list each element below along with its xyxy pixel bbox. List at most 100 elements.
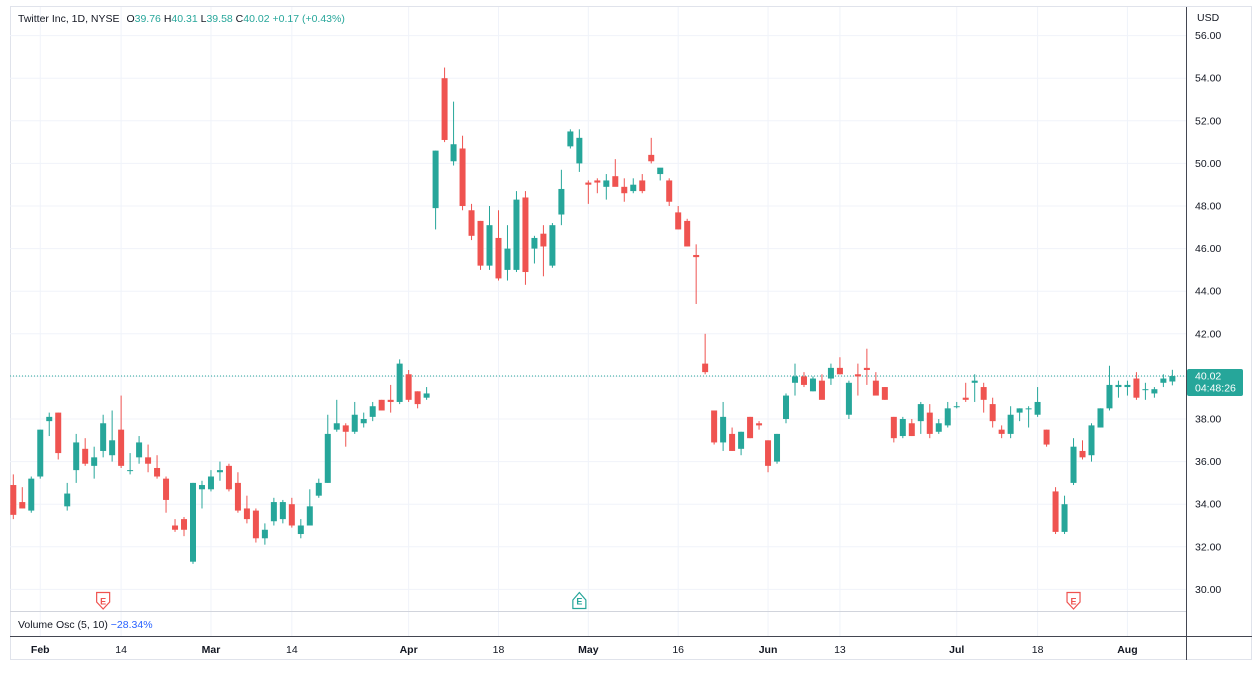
candle-body[interactable] bbox=[1151, 389, 1158, 394]
candle[interactable] bbox=[55, 412, 62, 460]
candle-body[interactable] bbox=[926, 412, 933, 434]
candle[interactable] bbox=[513, 191, 520, 273]
candle[interactable] bbox=[486, 206, 493, 270]
candle-body[interactable] bbox=[1016, 408, 1023, 413]
candle[interactable] bbox=[1124, 380, 1131, 396]
candle[interactable] bbox=[234, 472, 241, 513]
candle[interactable] bbox=[252, 508, 259, 543]
candle[interactable] bbox=[288, 497, 295, 528]
candle-body[interactable] bbox=[989, 404, 996, 422]
candle[interactable] bbox=[306, 489, 313, 526]
candle[interactable] bbox=[522, 191, 529, 285]
candle[interactable] bbox=[747, 416, 754, 439]
candle[interactable] bbox=[127, 453, 134, 475]
candle[interactable] bbox=[594, 178, 601, 194]
candle[interactable] bbox=[405, 370, 412, 402]
candle-body[interactable] bbox=[351, 414, 358, 432]
candle-body[interactable] bbox=[935, 423, 942, 432]
candle[interactable] bbox=[872, 372, 879, 396]
candle-body[interactable] bbox=[73, 442, 80, 471]
candle-body[interactable] bbox=[666, 180, 673, 202]
candle[interactable] bbox=[576, 129, 583, 172]
candle-body[interactable] bbox=[1142, 389, 1149, 391]
candle[interactable] bbox=[297, 519, 304, 539]
candle-body[interactable] bbox=[522, 197, 529, 273]
candle[interactable] bbox=[1151, 387, 1158, 398]
candle[interactable] bbox=[684, 218, 691, 247]
candle-body[interactable] bbox=[890, 416, 897, 439]
candle-body[interactable] bbox=[783, 395, 790, 419]
candle-body[interactable] bbox=[881, 387, 888, 400]
candle-body[interactable] bbox=[324, 433, 331, 483]
candle[interactable] bbox=[630, 178, 637, 194]
candle-body[interactable] bbox=[899, 419, 906, 437]
candle[interactable] bbox=[989, 397, 996, 428]
candle-body[interactable] bbox=[1007, 414, 1014, 434]
candle-body[interactable] bbox=[971, 380, 978, 383]
candle[interactable] bbox=[639, 174, 646, 194]
candle[interactable] bbox=[396, 359, 403, 405]
candle-body[interactable] bbox=[585, 182, 592, 185]
candle-body[interactable] bbox=[809, 378, 816, 392]
candle-body[interactable] bbox=[953, 406, 960, 408]
candle-body[interactable] bbox=[1133, 378, 1140, 398]
candle-body[interactable] bbox=[477, 220, 484, 266]
candle-body[interactable] bbox=[252, 510, 259, 539]
candle-body[interactable] bbox=[441, 78, 448, 140]
candle-body[interactable] bbox=[576, 137, 583, 164]
candle[interactable] bbox=[190, 482, 196, 564]
candle[interactable] bbox=[37, 429, 44, 479]
candle[interactable] bbox=[477, 220, 484, 270]
candle-body[interactable] bbox=[1025, 408, 1032, 410]
oscillator-label[interactable]: Volume Osc (5, 10) bbox=[18, 619, 108, 631]
candle-body[interactable] bbox=[486, 225, 493, 266]
candle-body[interactable] bbox=[378, 399, 385, 411]
candle[interactable] bbox=[585, 180, 592, 204]
candle[interactable] bbox=[207, 470, 214, 492]
candle-body[interactable] bbox=[1097, 408, 1104, 428]
candle-body[interactable] bbox=[1115, 384, 1122, 388]
candle-body[interactable] bbox=[64, 493, 71, 507]
candle-body[interactable] bbox=[1169, 375, 1176, 382]
candle-body[interactable] bbox=[154, 467, 161, 477]
candle[interactable] bbox=[612, 159, 619, 187]
candle[interactable] bbox=[1115, 380, 1122, 398]
candle-body[interactable] bbox=[980, 387, 987, 400]
candle-body[interactable] bbox=[567, 131, 574, 147]
candle[interactable] bbox=[369, 401, 376, 422]
candle-body[interactable] bbox=[603, 180, 610, 187]
candle[interactable] bbox=[998, 425, 1005, 439]
candle[interactable] bbox=[46, 412, 53, 437]
candle[interactable] bbox=[818, 374, 825, 400]
candle[interactable] bbox=[495, 210, 502, 281]
candle-body[interactable] bbox=[693, 254, 700, 258]
candle[interactable] bbox=[854, 363, 861, 396]
candle-body[interactable] bbox=[46, 416, 53, 422]
candle[interactable] bbox=[387, 384, 394, 413]
candle[interactable] bbox=[720, 401, 727, 451]
candle-body[interactable] bbox=[100, 423, 107, 451]
candle[interactable] bbox=[1025, 406, 1032, 428]
last-price-tag[interactable] bbox=[1187, 368, 1243, 396]
candle-body[interactable] bbox=[630, 184, 637, 192]
candle-body[interactable] bbox=[774, 433, 781, 462]
candle[interactable] bbox=[1160, 374, 1167, 388]
candle[interactable] bbox=[28, 476, 35, 513]
candle[interactable] bbox=[225, 463, 232, 492]
candle[interactable] bbox=[504, 225, 511, 281]
candle-body[interactable] bbox=[863, 367, 870, 371]
candle-body[interactable] bbox=[342, 425, 349, 432]
candle[interactable] bbox=[1043, 429, 1050, 447]
earnings-marker[interactable]: E bbox=[572, 591, 587, 610]
candle-body[interactable] bbox=[594, 180, 601, 183]
candle-body[interactable] bbox=[1043, 429, 1050, 445]
candle[interactable] bbox=[1142, 382, 1149, 400]
candle[interactable] bbox=[73, 433, 80, 483]
candle-body[interactable] bbox=[854, 374, 861, 377]
candle[interactable] bbox=[765, 440, 772, 473]
candle-body[interactable] bbox=[684, 220, 691, 247]
candle[interactable] bbox=[531, 235, 538, 264]
candle-body[interactable] bbox=[612, 176, 619, 187]
candle-body[interactable] bbox=[118, 429, 125, 466]
candle-body[interactable] bbox=[549, 225, 556, 266]
